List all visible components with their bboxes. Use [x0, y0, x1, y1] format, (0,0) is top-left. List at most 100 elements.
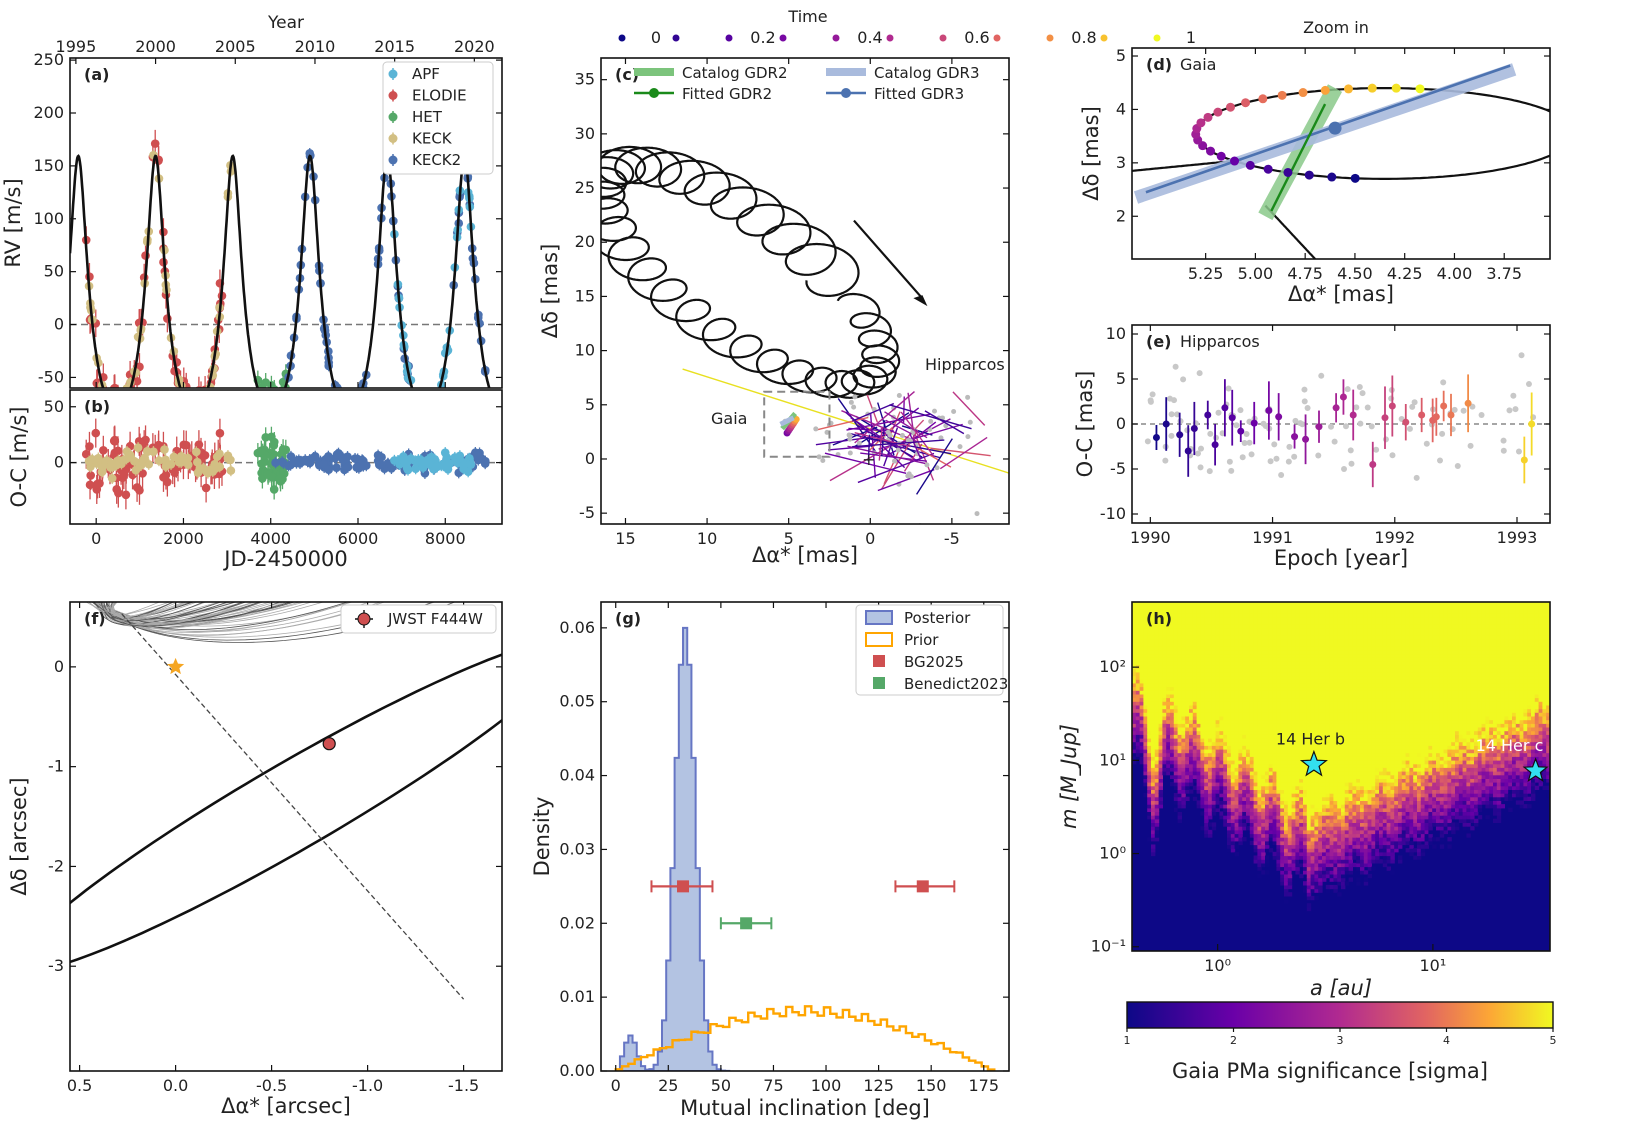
heatmap-cell	[1284, 866, 1289, 871]
heatmap-cell	[1287, 748, 1293, 754]
heatmap-cell	[1291, 862, 1296, 868]
heatmap-cell	[1242, 771, 1247, 776]
heatmap-cell	[1246, 642, 1251, 647]
heatmap-cell	[1280, 771, 1285, 776]
heatmap-cell	[1181, 682, 1186, 688]
heatmap-cell	[1181, 767, 1186, 772]
heatmap-cell	[1276, 613, 1281, 618]
heatmap-cell	[1287, 631, 1293, 636]
residual-point	[278, 444, 288, 454]
heatmap-cell	[1230, 815, 1236, 820]
heatmap-cell	[1295, 745, 1300, 750]
heatmap-cell	[1132, 704, 1137, 710]
y-tick-label: 0.05	[559, 692, 595, 711]
heatmap-cell	[1223, 686, 1228, 691]
hip-point	[965, 434, 971, 440]
heatmap-cell	[1261, 800, 1266, 805]
heatmap-cell	[1265, 620, 1270, 625]
heatmap-cell	[1280, 763, 1285, 768]
x-tick-label: 175	[968, 1076, 999, 1095]
heatmap-cell	[1166, 646, 1171, 651]
heatmap-cell	[1227, 789, 1232, 794]
heatmap-cell	[1246, 763, 1251, 768]
heatmap-cell	[1291, 715, 1296, 721]
heatmap-cell	[1139, 686, 1144, 691]
heatmap-cell	[1143, 756, 1148, 761]
residual-point	[126, 450, 135, 460]
gaia-epoch-point	[1343, 84, 1353, 94]
heatmap-cell	[1253, 635, 1258, 640]
heatmap-cell	[1295, 870, 1300, 875]
time-marker	[672, 34, 680, 42]
heatmap-cell	[1276, 851, 1281, 857]
heatmap-cell	[1147, 815, 1152, 820]
heatmap-cell	[1242, 708, 1247, 713]
heatmap-cell	[1135, 602, 1141, 607]
heatmap-cell	[1272, 624, 1277, 629]
heatmap-cell	[1204, 715, 1209, 721]
heatmap-cell	[1189, 602, 1194, 607]
heatmap-cell	[1280, 767, 1285, 772]
heatmap-cell	[1284, 649, 1289, 655]
heatmap-cell	[1147, 701, 1152, 706]
heatmap-cell	[1230, 679, 1236, 684]
heatmap-cell	[1208, 693, 1213, 699]
heatmap-cell	[1246, 807, 1251, 812]
heatmap-cell	[1135, 660, 1141, 666]
heatmap-cell	[1223, 693, 1228, 699]
heatmap-cell	[1135, 668, 1141, 673]
heatmap-cell	[1257, 638, 1262, 643]
hip-scan-residual	[1278, 472, 1285, 479]
heatmap-cell	[1280, 782, 1285, 787]
heatmap-cell	[1215, 682, 1220, 688]
heatmap-cell	[1242, 675, 1247, 680]
heatmap-cell	[1230, 789, 1236, 794]
heatmap-cell	[1291, 796, 1296, 801]
heatmap-cell	[1246, 638, 1251, 643]
gaia-epoch-point	[1216, 151, 1226, 161]
heatmap-cell	[1257, 774, 1262, 779]
heatmap-cell	[1143, 635, 1148, 640]
heatmap-cell	[1135, 712, 1141, 717]
residual-point	[277, 457, 287, 467]
heatmap-cell	[1230, 624, 1236, 629]
heatmap-cell	[1291, 682, 1296, 688]
heatmap-cell	[1200, 756, 1205, 761]
heatmap-cell	[1200, 671, 1205, 677]
heatmap-cell	[1170, 771, 1175, 776]
heatmap-cell	[1234, 811, 1239, 816]
heatmap-cell	[1295, 697, 1300, 702]
heatmap-cell	[1261, 822, 1266, 827]
heatmap-cell	[1227, 649, 1232, 655]
heatmap-cell	[1135, 737, 1141, 743]
heatmap-cell	[1295, 837, 1300, 842]
heatmap-cell	[1257, 851, 1262, 857]
heatmap-cell	[1189, 741, 1194, 746]
heatmap-cell	[1154, 741, 1160, 746]
heatmap-cell	[1295, 675, 1300, 680]
heatmap-cell	[1185, 642, 1190, 647]
heatmap-cell	[1219, 734, 1224, 739]
hip-scan	[845, 411, 870, 434]
heatmap-cell	[1234, 829, 1239, 835]
heatmap-cell	[1230, 704, 1236, 710]
heatmap-cell	[1295, 767, 1300, 772]
heatmap-cell	[1234, 760, 1239, 765]
residual-point	[1349, 411, 1357, 419]
residual-point	[1204, 411, 1212, 419]
heatmap-cell	[1208, 671, 1213, 677]
heatmap-cell	[1242, 763, 1247, 768]
heatmap-cell	[1151, 804, 1156, 809]
y-tick-label: 5	[585, 395, 595, 414]
heatmap-cell	[1158, 760, 1163, 765]
heatmap-cell	[1230, 609, 1236, 614]
heatmap-cell	[1238, 723, 1243, 728]
heatmap-cell	[1287, 859, 1293, 864]
heatmap-cell	[1204, 701, 1209, 706]
heatmap-cell	[1204, 660, 1209, 666]
residual-point	[443, 464, 453, 474]
hip-scan-residual	[1241, 440, 1248, 447]
heatmap-cell	[1234, 682, 1239, 688]
heatmap-cell	[1208, 745, 1213, 750]
heatmap-cell	[1287, 693, 1293, 699]
